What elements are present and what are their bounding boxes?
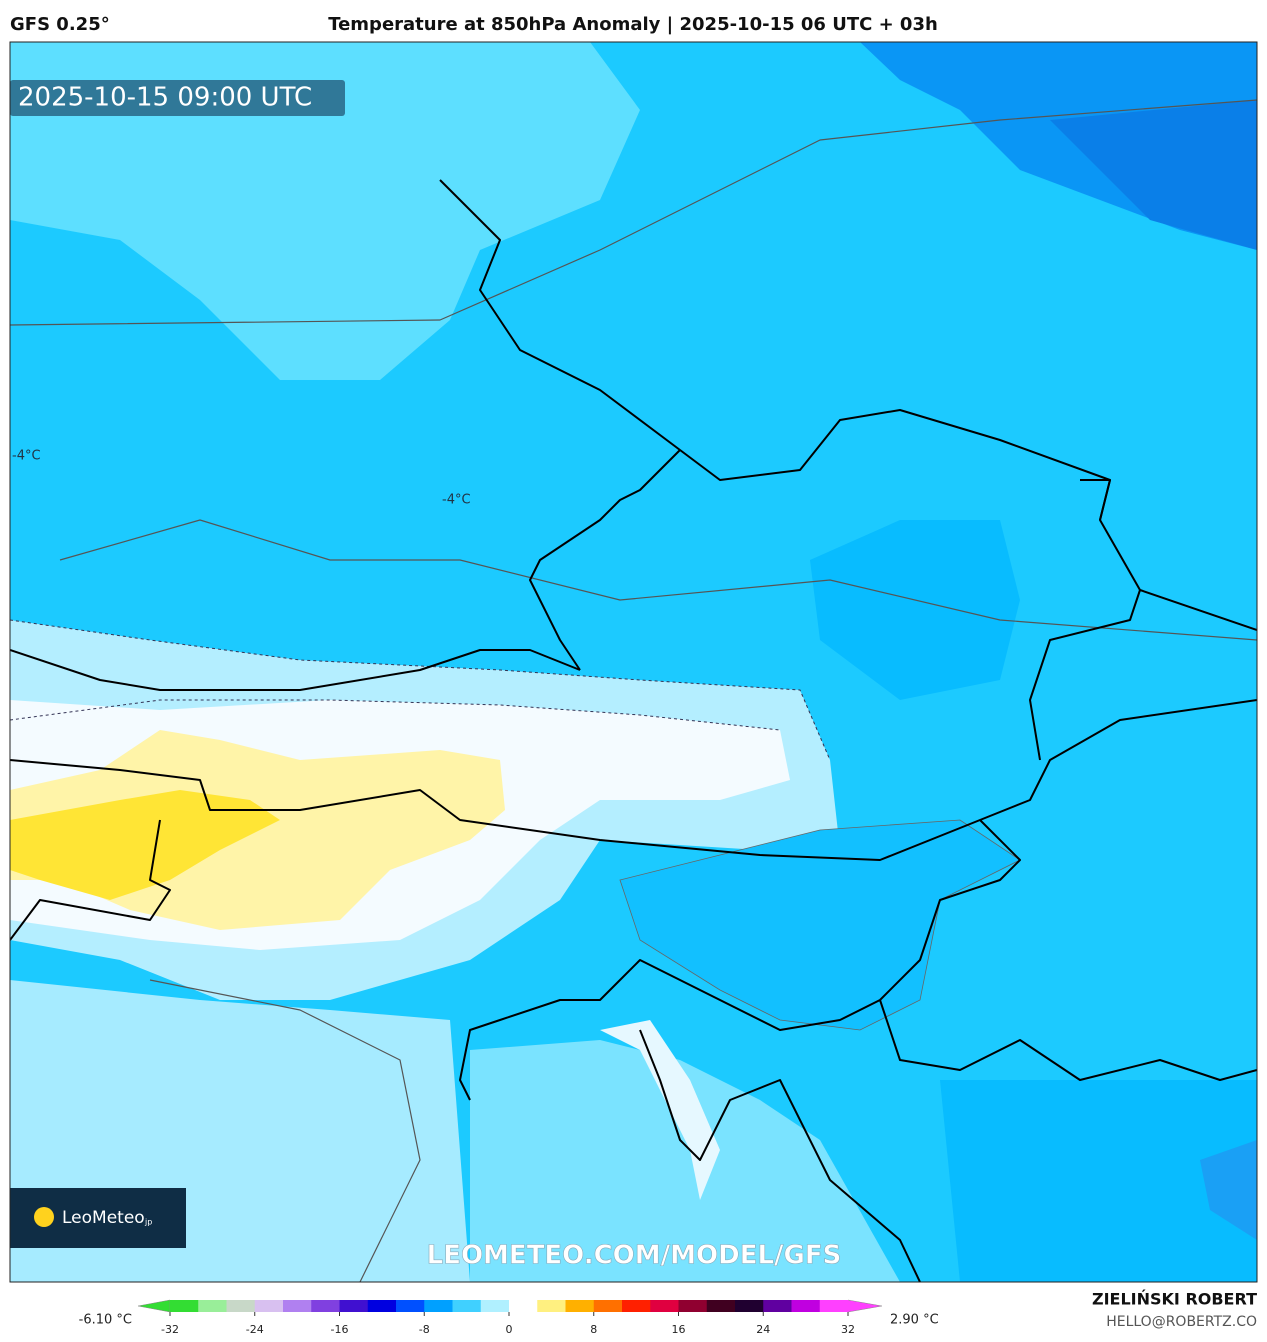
colorbar-swatch: [509, 1300, 538, 1312]
author: ZIELIŃSKI ROBERT: [1092, 1290, 1257, 1309]
country-border: [1029, 479, 1141, 761]
colorbar-tick-label: -8: [419, 1323, 430, 1336]
colorbar-swatch: [622, 1300, 651, 1312]
map-area: 2025-10-15 09:00 UTC -4°C -4°C LeoMeteo …: [10, 42, 1257, 1282]
region-border: [59, 519, 1257, 641]
country-border: [879, 999, 1257, 1081]
colorbar-swatch: [254, 1300, 284, 1312]
colorbar-swatch: [537, 1300, 566, 1312]
colorbar-swatch: [339, 1300, 369, 1312]
colorbar-tick-label: -32: [161, 1323, 179, 1336]
region-border: [149, 979, 421, 1282]
logo-text: LeoMeteo: [62, 1208, 145, 1228]
colorbar-swatch: [706, 1300, 736, 1312]
colorbar-swatch: [311, 1300, 340, 1312]
contour: [10, 699, 781, 731]
contour-label: -4°C: [442, 493, 471, 508]
colorbar-swatch: [763, 1300, 792, 1312]
colorbar-tick-label: -24: [246, 1323, 264, 1336]
colorbar-swatch: [678, 1300, 708, 1312]
colorbar-tick-label: -16: [331, 1323, 349, 1336]
country-border: [10, 699, 1257, 861]
colorbar-swatch: [791, 1300, 821, 1312]
country-border: [529, 449, 681, 671]
colorbar-arrow: [847, 1299, 883, 1313]
colorbar-swatch: [198, 1300, 227, 1312]
colorbar-tick-label: 0: [506, 1323, 513, 1336]
colorbar-swatch: [593, 1300, 623, 1312]
colorbar-swatch: [819, 1300, 849, 1312]
colorbar-max: 2.90 °C: [890, 1313, 939, 1328]
watermark: LEOMETEO.COM/MODEL/GFS: [427, 1241, 842, 1271]
map-title: Temperature at 850hPa Anomaly | 2025-10-…: [328, 14, 938, 35]
colorbar-swatch: [452, 1300, 482, 1312]
colorbar-tick-label: 24: [756, 1323, 770, 1336]
field: [600, 1020, 720, 1200]
time-badge: [10, 80, 345, 116]
colorbar-arrow: [137, 1299, 171, 1313]
valid-time: 2025-10-15 09:00 UTC: [18, 83, 312, 113]
colorbar-tick-label: 16: [672, 1323, 686, 1336]
map-frame: [9, 41, 1258, 1283]
field: [10, 790, 280, 900]
colorbar: -32 -24 -16 -8 0 8 16 24 32: [137, 1299, 883, 1336]
colorbar-swatch: [170, 1300, 199, 1312]
field: [810, 520, 1020, 700]
contour-label: -4°C: [12, 449, 41, 464]
colorbar-min: -6.10 °C: [79, 1313, 132, 1328]
field: [1200, 1140, 1257, 1240]
region-mesh: [619, 819, 1021, 1031]
colorbar-swatch: [650, 1300, 679, 1312]
coastline: [459, 819, 1021, 1101]
colorbar-swatch: [480, 1300, 510, 1312]
colorbar-swatch: [283, 1300, 312, 1312]
colorbar-tick-label: 32: [841, 1323, 855, 1336]
contour: [10, 619, 831, 761]
colorbar-swatch: [226, 1300, 256, 1312]
coastline: [639, 1029, 921, 1282]
logo-icon: [34, 1207, 54, 1227]
email: HELLO@ROBERTZ.CO: [1106, 1314, 1257, 1330]
colorbar-swatch: [367, 1300, 397, 1312]
colorbar-swatch: [396, 1300, 425, 1312]
country-border: [10, 649, 581, 691]
colorbar-swatch: [735, 1300, 764, 1312]
field: [940, 1080, 1257, 1282]
field: [470, 1040, 900, 1282]
colorbar-swatch: [565, 1300, 595, 1312]
colorbar-tick-label: 8: [590, 1323, 597, 1336]
logo-suffix: jp: [144, 1218, 152, 1227]
country-border: [10, 819, 171, 941]
model-name: GFS 0.25°: [10, 14, 110, 35]
region-border: [10, 99, 1257, 326]
colorbar-swatch: [424, 1300, 453, 1312]
field: [1050, 100, 1257, 250]
field: [10, 42, 640, 380]
